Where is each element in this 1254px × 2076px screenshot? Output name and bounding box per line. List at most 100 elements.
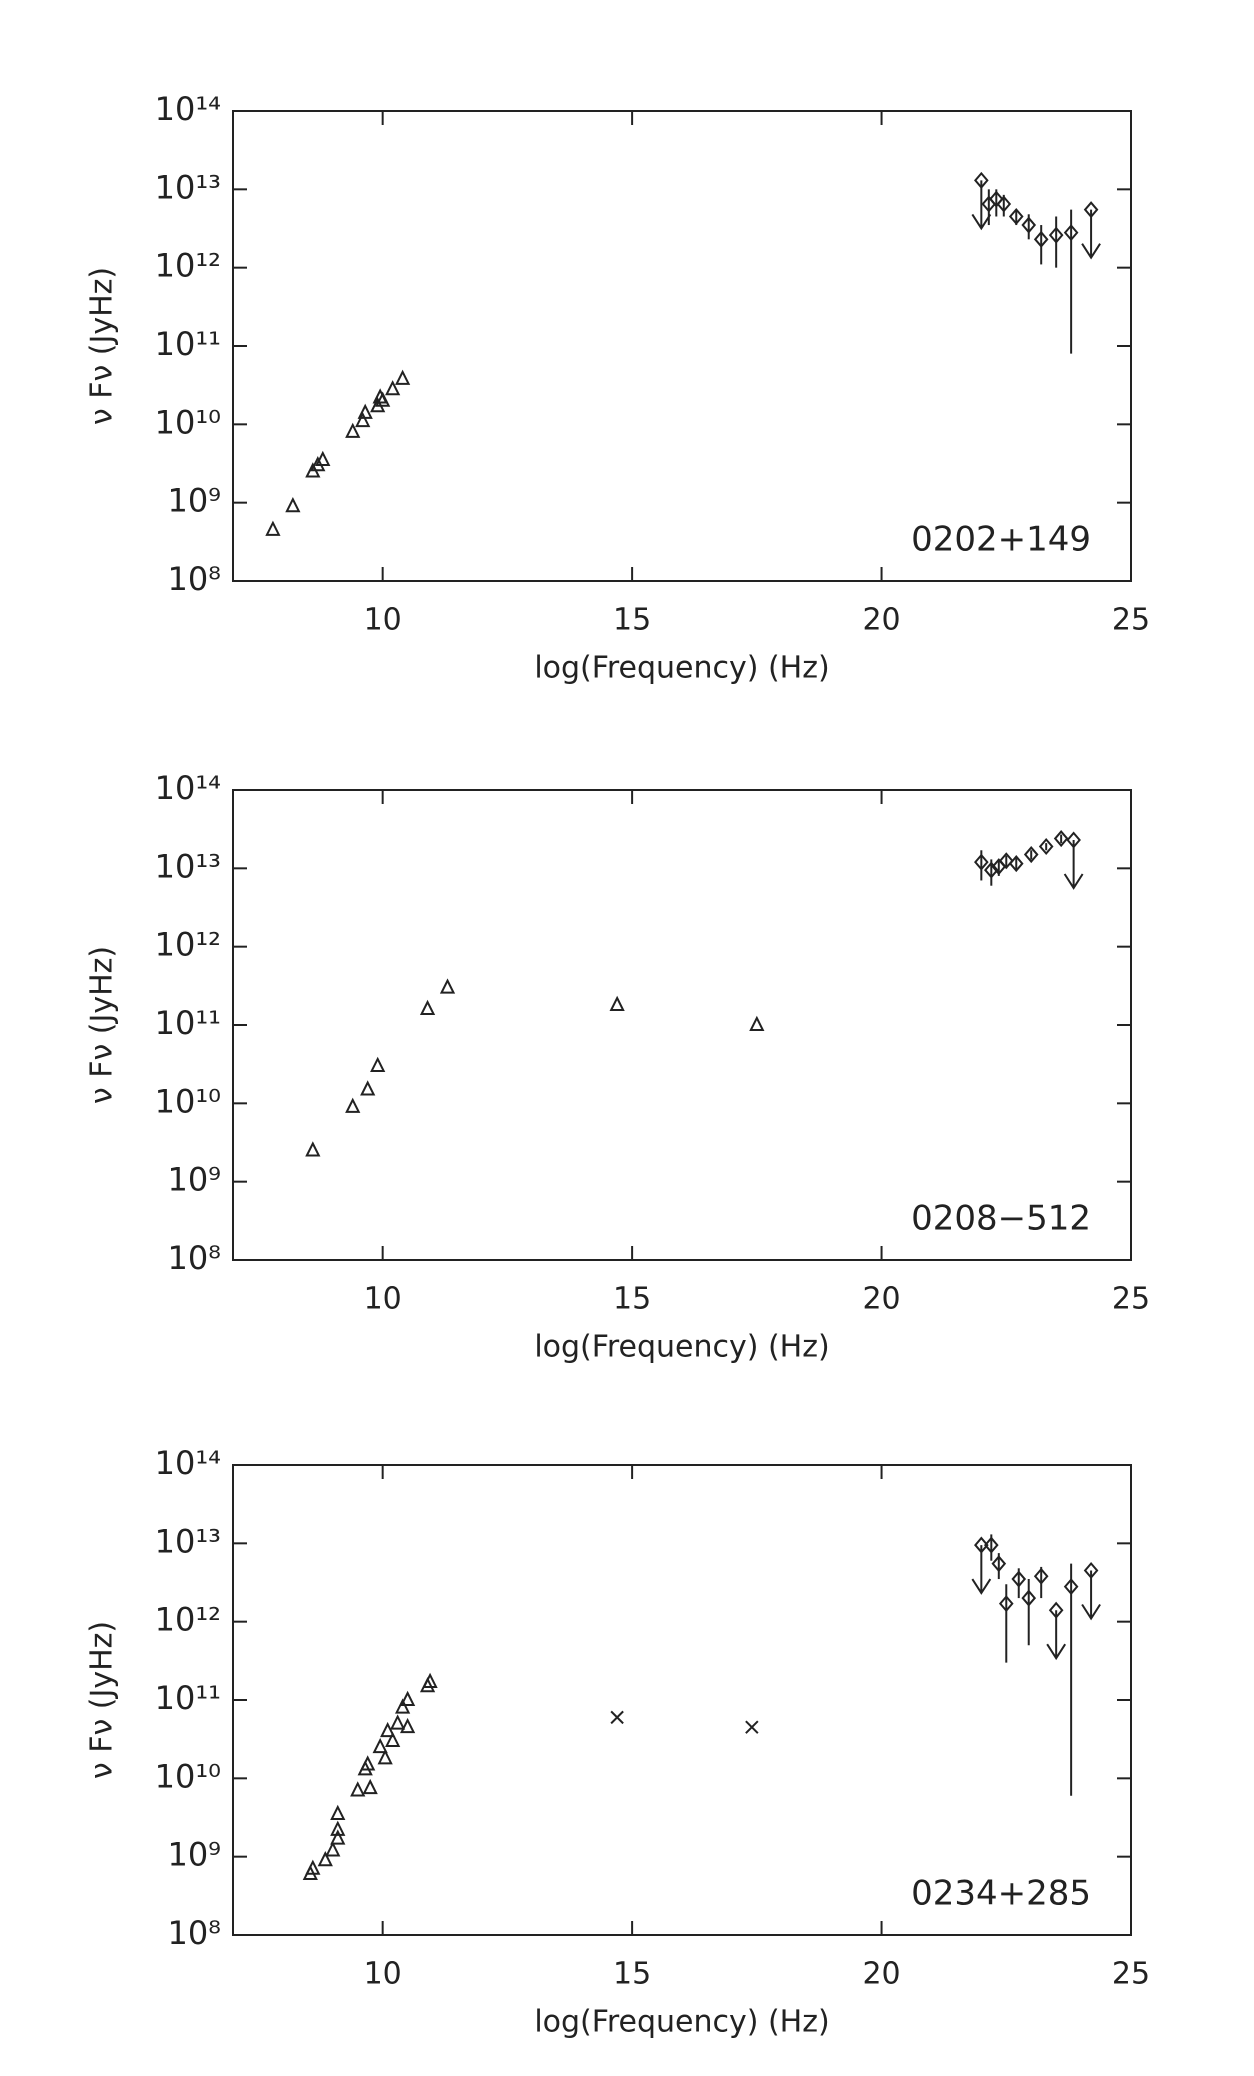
triangle-marker <box>370 1056 386 1072</box>
diamond-marker <box>1011 1570 1027 1588</box>
diamond-marker <box>1023 846 1039 864</box>
triangle-marker <box>395 369 411 385</box>
cross-marker <box>610 1710 624 1725</box>
triangle-marker <box>419 999 436 1016</box>
diamond-marker <box>998 852 1014 870</box>
x-tick-label: 15 <box>613 1957 651 1992</box>
y-tick-label: 10¹⁴ <box>155 1444 221 1482</box>
y-tick-label: 10⁹ <box>167 1161 221 1199</box>
diamond-marker <box>974 853 989 871</box>
y-tick-label: 10¹⁰ <box>155 403 221 441</box>
y-tick-label: 10¹⁴ <box>155 90 221 128</box>
triangle-marker <box>380 1721 396 1738</box>
diamond-marker <box>1033 1567 1049 1585</box>
diamond-marker <box>1033 230 1049 248</box>
y-tick-label: 10¹² <box>155 247 221 285</box>
triangle-marker <box>377 1749 393 1765</box>
diamond-marker <box>974 1536 989 1554</box>
triangle-marker <box>345 422 361 438</box>
triangle-marker <box>609 995 625 1011</box>
y-axis-label: ν Fν (JyHz) <box>85 267 120 425</box>
plot-frame <box>232 1464 1132 1936</box>
diamond-marker <box>1021 1589 1037 1607</box>
x-axis-label: log(Frequency) (Hz) <box>534 2005 829 2040</box>
triangle-marker <box>390 1714 406 1730</box>
x-tick-label: 20 <box>862 1282 900 1317</box>
y-tick-label: 10⁸ <box>167 1914 221 1952</box>
triangle-marker <box>749 1015 765 1031</box>
diamond-marker <box>1021 216 1037 234</box>
triangle-marker <box>422 1672 438 1688</box>
y-tick-label: 10¹² <box>155 926 221 964</box>
triangle-marker <box>360 1080 376 1096</box>
triangle-marker <box>330 1829 346 1845</box>
y-tick-label: 10⁹ <box>167 482 221 520</box>
diamond-marker <box>974 171 989 189</box>
y-tick-label: 10¹⁰ <box>155 1757 221 1795</box>
triangle-marker <box>330 1820 346 1836</box>
plot-frame <box>232 110 1132 582</box>
diamond-marker <box>1083 1561 1099 1580</box>
diamond-marker <box>1048 1601 1064 1619</box>
diamond-marker <box>983 1536 999 1554</box>
diamond-marker <box>1038 837 1054 856</box>
triangle-marker <box>362 1778 378 1795</box>
y-tick-label: 10¹⁴ <box>155 769 221 807</box>
y-tick-label: 10¹³ <box>155 1522 221 1560</box>
triangle-marker <box>385 380 401 396</box>
diamond-marker <box>1008 207 1024 226</box>
diamond-marker <box>1083 201 1099 219</box>
y-tick-label: 10¹¹ <box>155 325 221 363</box>
triangle-marker <box>395 1698 411 1714</box>
y-tick-label: 10¹³ <box>155 168 221 206</box>
diamond-marker <box>1008 855 1024 873</box>
diamond-marker <box>1063 1578 1079 1596</box>
y-tick-label: 10¹¹ <box>155 1679 221 1717</box>
plot-frame <box>232 789 1132 1261</box>
diamond-marker <box>996 195 1012 213</box>
triangle-marker <box>360 1755 376 1771</box>
panel: 10 15 20 25 10⁸ 10⁹ 10¹⁰ 10¹¹ 10¹² 10¹³ 10¹⁴ log(Fr… <box>85 90 1151 686</box>
triangle-marker <box>357 403 373 419</box>
x-tick-label: 20 <box>862 1957 900 1992</box>
diamond-marker <box>1066 831 1081 849</box>
x-tick-label: 20 <box>862 603 900 638</box>
panel: 10 15 20 25 10⁸ 10⁹ 10¹⁰ 10¹¹ 10¹² 10¹³ 10¹⁴ log(Fr… <box>85 1444 1151 2040</box>
y-tick-label: 10¹¹ <box>155 1004 221 1042</box>
triangle-marker <box>315 450 331 467</box>
diamond-marker <box>998 1595 1014 1613</box>
x-tick-label: 10 <box>364 603 402 638</box>
annotation: 0234+285 <box>911 1874 1091 1914</box>
diamond-marker <box>1053 830 1069 848</box>
annotation: 0202+149 <box>911 520 1091 560</box>
diamond-marker <box>983 861 999 879</box>
diamond-marker <box>1048 226 1064 244</box>
panel: 10 15 20 25 10⁸ 10⁹ 10¹⁰ 10¹¹ 10¹² 10¹³ 10¹⁴ log(Fr… <box>85 769 1151 1365</box>
y-tick-label: 10⁸ <box>167 560 221 598</box>
annotation: 0208−512 <box>911 1199 1091 1239</box>
triangle-marker <box>350 1781 366 1797</box>
cross-marker <box>745 1720 759 1734</box>
triangle-marker <box>305 1141 321 1157</box>
diamond-marker <box>1063 224 1079 242</box>
triangle-marker <box>345 1097 361 1113</box>
triangle-marker <box>375 391 391 407</box>
x-axis-label: log(Frequency) (Hz) <box>534 651 829 686</box>
triangle-marker <box>330 1804 346 1821</box>
x-axis-label: log(Frequency) (Hz) <box>534 1330 829 1365</box>
x-tick-label: 25 <box>1112 1282 1150 1317</box>
triangle-marker <box>305 1859 321 1875</box>
y-tick-label: 10¹² <box>155 1601 221 1639</box>
y-tick-label: 10¹⁰ <box>155 1082 221 1120</box>
y-tick-label: 10⁸ <box>167 1239 221 1277</box>
x-tick-label: 15 <box>613 1282 651 1317</box>
triangle-marker <box>265 520 281 536</box>
triangle-marker <box>399 1690 416 1706</box>
triangle-marker <box>372 1737 388 1754</box>
x-tick-label: 10 <box>364 1282 402 1317</box>
y-tick-label: 10⁹ <box>167 1836 221 1874</box>
x-tick-label: 25 <box>1112 1957 1150 1992</box>
triangle-marker <box>399 1717 416 1734</box>
x-tick-label: 15 <box>613 603 651 638</box>
